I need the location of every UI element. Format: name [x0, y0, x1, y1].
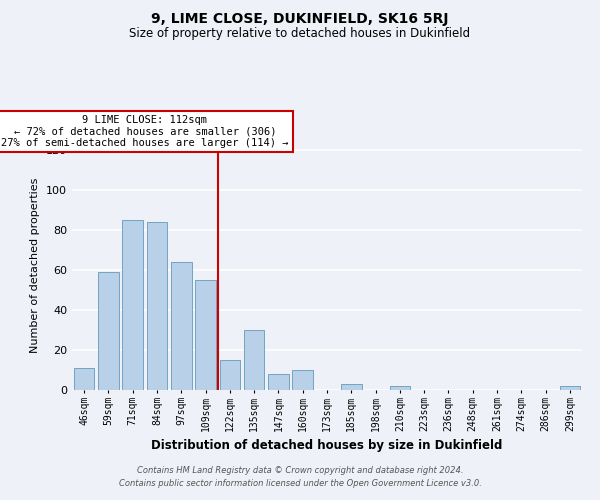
- Bar: [74, 368, 94, 390]
- Bar: [244, 330, 265, 390]
- Bar: [341, 384, 362, 390]
- Bar: [560, 386, 580, 390]
- Bar: [171, 262, 191, 390]
- Bar: [146, 222, 167, 390]
- X-axis label: Distribution of detached houses by size in Dukinfield: Distribution of detached houses by size …: [151, 439, 503, 452]
- Text: Size of property relative to detached houses in Dukinfield: Size of property relative to detached ho…: [130, 28, 470, 40]
- Bar: [122, 220, 143, 390]
- Text: 9 LIME CLOSE: 112sqm
← 72% of detached houses are smaller (306)
27% of semi-deta: 9 LIME CLOSE: 112sqm ← 72% of detached h…: [1, 115, 289, 148]
- Text: 9, LIME CLOSE, DUKINFIELD, SK16 5RJ: 9, LIME CLOSE, DUKINFIELD, SK16 5RJ: [151, 12, 449, 26]
- Y-axis label: Number of detached properties: Number of detached properties: [31, 178, 40, 352]
- Bar: [98, 272, 119, 390]
- Bar: [195, 280, 216, 390]
- Text: Contains HM Land Registry data © Crown copyright and database right 2024.
Contai: Contains HM Land Registry data © Crown c…: [119, 466, 481, 487]
- Bar: [268, 374, 289, 390]
- Bar: [389, 386, 410, 390]
- Bar: [220, 360, 240, 390]
- Bar: [292, 370, 313, 390]
